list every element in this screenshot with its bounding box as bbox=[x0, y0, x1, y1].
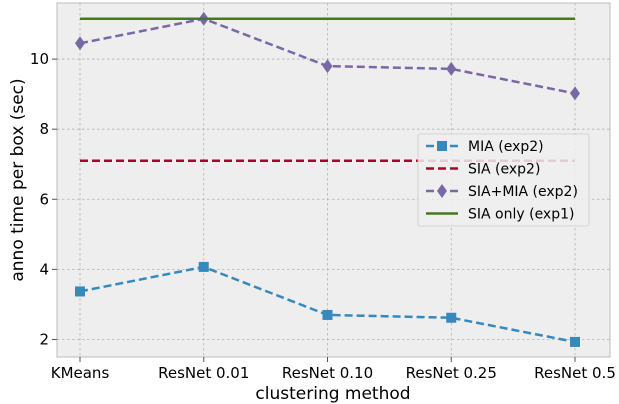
grid-lines bbox=[57, 3, 610, 357]
legend-box bbox=[417, 133, 590, 227]
legend-label: SIA (exp2) bbox=[468, 162, 540, 178]
legend-label: SIA+MIA (exp2) bbox=[468, 184, 578, 200]
legend-item: SIA (exp2) bbox=[426, 162, 540, 178]
y-axis-ticks: 2 4 6 8 10 bbox=[30, 50, 57, 348]
data-point bbox=[570, 86, 580, 101]
x-tick-label: KMeans bbox=[51, 364, 110, 382]
x-tick-label: ResNet 0.5 bbox=[534, 364, 616, 382]
legend-label: SIA only (exp1) bbox=[468, 207, 574, 223]
x-axis-ticks: KMeans ResNet 0.01 ResNet 0.10 ResNet 0.25 R… bbox=[51, 357, 616, 382]
y-tick-label: 4 bbox=[39, 260, 49, 278]
data-point bbox=[75, 286, 85, 297]
data-point bbox=[570, 336, 580, 347]
data-point bbox=[446, 312, 457, 323]
series-mia-exp2 bbox=[75, 261, 580, 347]
data-point bbox=[322, 59, 333, 74]
x-axis-label: clustering method bbox=[255, 384, 410, 404]
legend-label: MIA (exp2) bbox=[468, 139, 544, 155]
legend-item: SIA+MIA (exp2) bbox=[426, 184, 578, 200]
y-axis-label: anno time per box (sec) bbox=[8, 78, 28, 281]
data-point bbox=[437, 141, 447, 151]
data-point bbox=[446, 61, 457, 76]
legend-item: SIA only (exp1) bbox=[426, 207, 574, 223]
legend: MIA (exp2) SIA (exp2) SIA+MIA (exp2) SIA on… bbox=[417, 133, 590, 227]
y-tick-label: 8 bbox=[39, 120, 49, 138]
data-point bbox=[198, 261, 209, 272]
legend-item: MIA (exp2) bbox=[426, 139, 544, 155]
y-tick-label: 2 bbox=[39, 330, 49, 348]
x-tick-label: ResNet 0.10 bbox=[282, 364, 373, 382]
data-point bbox=[322, 309, 333, 320]
data-point bbox=[437, 184, 447, 198]
data-point bbox=[75, 36, 85, 51]
x-tick-label: ResNet 0.01 bbox=[158, 364, 249, 382]
y-tick-label: 10 bbox=[30, 50, 49, 68]
y-tick-label: 6 bbox=[39, 190, 49, 208]
x-tick-label: ResNet 0.25 bbox=[406, 364, 497, 382]
series-lines bbox=[75, 11, 580, 347]
